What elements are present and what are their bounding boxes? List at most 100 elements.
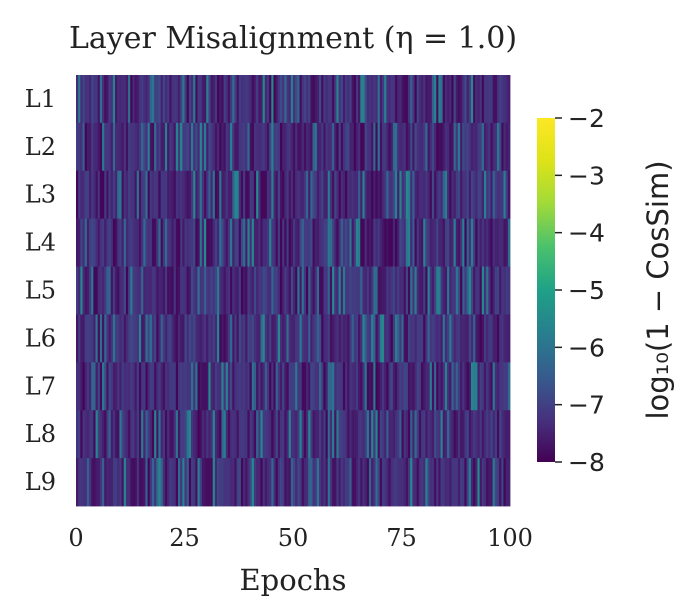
heatmap-cell bbox=[355, 362, 359, 411]
heatmap-cell bbox=[325, 122, 329, 172]
heatmap-cell bbox=[479, 75, 483, 124]
heatmap-cell bbox=[457, 266, 461, 315]
heatmap-cell bbox=[204, 75, 207, 124]
heatmap-cell bbox=[262, 458, 266, 507]
heatmap-cell bbox=[353, 122, 357, 172]
heatmap-cell bbox=[303, 314, 307, 363]
heatmap-cell bbox=[89, 266, 92, 315]
x-tick-label: 0 bbox=[68, 524, 83, 552]
heatmap-cell bbox=[266, 314, 270, 363]
heatmap-cell bbox=[193, 75, 196, 124]
heatmap-cell bbox=[494, 170, 498, 220]
heatmap-cell bbox=[373, 266, 376, 315]
heatmap-cell bbox=[436, 314, 439, 363]
heatmap-cell bbox=[429, 410, 433, 459]
heatmap-cell bbox=[340, 218, 344, 267]
heatmap-cell bbox=[314, 410, 318, 459]
heatmap-cell bbox=[262, 122, 266, 172]
heatmap-cell bbox=[381, 75, 385, 124]
heatmap-cell bbox=[444, 266, 448, 315]
heatmap-cell bbox=[403, 410, 407, 459]
heatmap-cell bbox=[455, 314, 459, 363]
heatmap-cell bbox=[449, 362, 452, 411]
heatmap-cell bbox=[410, 218, 413, 267]
heatmap-cell bbox=[245, 266, 248, 315]
heatmap-cell bbox=[149, 314, 153, 363]
heatmap-cell bbox=[147, 266, 151, 315]
heatmap-cell bbox=[193, 314, 196, 363]
heatmap-cell bbox=[191, 218, 194, 267]
heatmap-cell bbox=[379, 218, 383, 267]
heatmap-cell bbox=[184, 266, 188, 315]
heatmap-cell bbox=[160, 122, 164, 172]
heatmap-cell bbox=[104, 266, 107, 315]
heatmap-cell bbox=[232, 458, 235, 507]
colorbar-tick-label: −6 bbox=[568, 333, 605, 362]
heatmap-cell bbox=[449, 266, 452, 315]
heatmap-cell bbox=[297, 362, 300, 411]
heatmap-cell bbox=[379, 266, 383, 315]
heatmap-cell bbox=[262, 314, 266, 363]
heatmap-cell bbox=[245, 122, 248, 172]
heatmap-cell bbox=[84, 266, 88, 315]
heatmap-cell bbox=[366, 170, 370, 220]
heatmap-cell bbox=[319, 218, 322, 267]
heatmap-cell bbox=[266, 362, 270, 411]
heatmap-cell bbox=[390, 170, 394, 220]
heatmap-cell bbox=[193, 410, 196, 459]
heatmap-cell bbox=[199, 122, 203, 172]
heatmap-cell bbox=[184, 75, 188, 124]
heatmap-cell bbox=[123, 362, 127, 411]
heatmap-cell bbox=[329, 314, 333, 363]
heatmap-cell bbox=[397, 170, 400, 220]
heatmap-cell bbox=[434, 75, 437, 124]
heatmap-cell bbox=[288, 122, 292, 172]
heatmap-cell bbox=[486, 458, 489, 507]
heatmap-cell bbox=[97, 410, 101, 459]
heatmap-cell bbox=[84, 314, 88, 363]
heatmap-cell bbox=[388, 410, 392, 459]
heatmap-cell bbox=[390, 314, 394, 363]
heatmap-cell bbox=[145, 362, 149, 411]
heatmap-cell bbox=[377, 170, 381, 220]
heatmap-cell bbox=[503, 314, 507, 363]
heatmap-cell bbox=[473, 362, 476, 411]
heatmap-cell bbox=[115, 170, 118, 220]
heatmap-cell bbox=[130, 75, 133, 124]
heatmap-cell bbox=[312, 122, 316, 172]
heatmap-cell bbox=[373, 218, 376, 267]
heatmap-cell bbox=[91, 458, 94, 507]
heatmap-cell bbox=[492, 362, 496, 411]
heatmap-cell bbox=[332, 218, 335, 267]
heatmap-cell bbox=[366, 314, 370, 363]
heatmap-cell bbox=[364, 362, 368, 411]
heatmap-cell bbox=[355, 458, 359, 507]
heatmap-cell bbox=[310, 458, 313, 507]
heatmap-cell bbox=[149, 266, 153, 315]
heatmap-cell bbox=[436, 218, 439, 267]
heatmap-cell bbox=[76, 362, 79, 411]
heatmap-cell bbox=[455, 75, 459, 124]
heatmap-cell bbox=[253, 122, 257, 172]
heatmap-cell bbox=[121, 458, 125, 507]
heatmap-cell bbox=[110, 218, 114, 267]
heatmap-cell bbox=[362, 75, 366, 124]
heatmap-cell bbox=[401, 170, 405, 220]
heatmap-cell bbox=[206, 314, 209, 363]
heatmap-cell bbox=[112, 266, 116, 315]
colorbar bbox=[537, 118, 555, 462]
heatmap-cell bbox=[119, 410, 122, 459]
heatmap-cell bbox=[95, 458, 99, 507]
heatmap-cell bbox=[117, 458, 120, 507]
heatmap-cell bbox=[108, 266, 112, 315]
heatmap-cell bbox=[112, 362, 116, 411]
heatmap-cell bbox=[349, 410, 352, 459]
heatmap-cell bbox=[136, 170, 140, 220]
heatmap-cell bbox=[93, 266, 96, 315]
heatmap-cell bbox=[381, 266, 385, 315]
heatmap-cell bbox=[410, 410, 413, 459]
heatmap-cell bbox=[91, 314, 94, 363]
heatmap-cell bbox=[102, 75, 105, 124]
heatmap-cell bbox=[342, 170, 346, 220]
heatmap-cell bbox=[373, 362, 376, 411]
